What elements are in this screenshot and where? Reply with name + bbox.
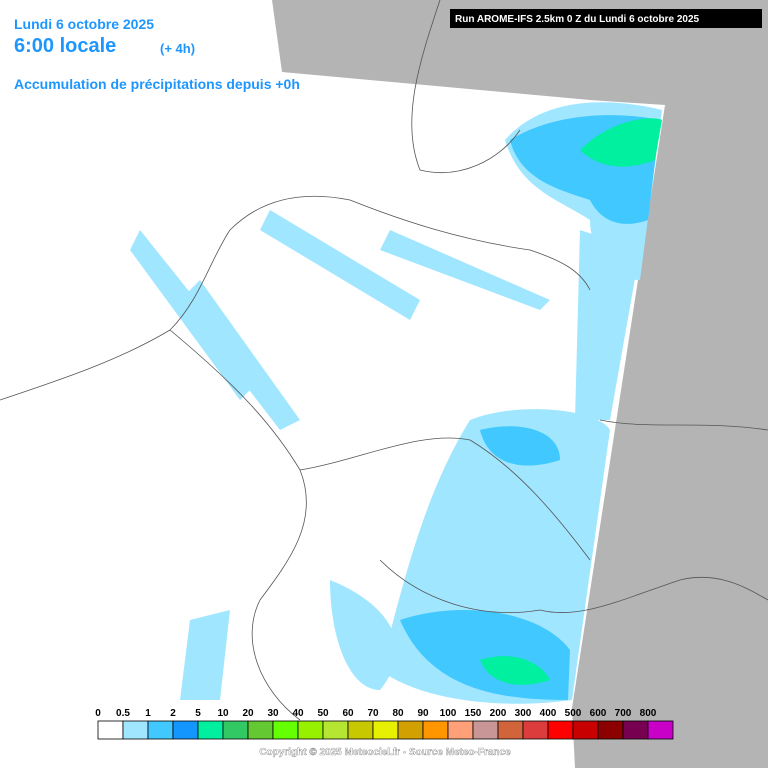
- legend-swatch: [472, 720, 499, 740]
- legend-swatch: [372, 720, 399, 740]
- legend-label: 20: [242, 708, 254, 719]
- precip-band: [260, 210, 420, 320]
- date: Lundi 6 octobre 2025: [14, 16, 154, 32]
- border-line: [599, 419, 768, 431]
- legend-label: 80: [392, 708, 404, 719]
- precip-area: [180, 610, 230, 700]
- legend-swatch: [222, 720, 249, 740]
- legend-label: 0.5: [116, 708, 130, 719]
- legend-swatch: [322, 720, 349, 740]
- legend-swatch: [572, 720, 599, 740]
- legend-label: 500: [565, 708, 582, 719]
- legend: 0 0.5 1 2 5 10 20 30 40 50 60 70 80 90 100 150 200 300 400…: [95, 708, 674, 740]
- legend-swatch: [147, 720, 174, 740]
- legend-label: 2: [170, 708, 176, 719]
- legend-label: 400: [540, 708, 557, 719]
- legend-swatch: [647, 720, 674, 740]
- legend-label: 600: [590, 708, 607, 719]
- legend-label: 50: [317, 708, 329, 719]
- precip-band: [180, 280, 300, 430]
- precip-area: [580, 118, 662, 167]
- precip-area: [575, 230, 640, 420]
- border-line: [0, 195, 591, 401]
- borders: [0, 0, 768, 721]
- legend-swatch: [272, 720, 299, 740]
- legend-swatch: [497, 720, 524, 740]
- border-line: [299, 437, 591, 561]
- legend-label: 1: [145, 708, 151, 719]
- precip-area: [330, 580, 397, 690]
- legend-label: 5: [195, 708, 201, 719]
- subtitle: Accumulation de précipitations depuis +0…: [14, 76, 300, 92]
- legend-swatch: [422, 720, 449, 740]
- legend-swatch: [247, 720, 274, 740]
- legend-label: 800: [640, 708, 657, 719]
- legend-label: 30: [267, 708, 279, 719]
- legend-swatch: [547, 720, 574, 740]
- legend-label: 150: [465, 708, 482, 719]
- legend-label: 300: [515, 708, 532, 719]
- legend-label: 90: [417, 708, 429, 719]
- precipitation: [480, 118, 662, 685]
- precip-band: [380, 230, 550, 310]
- border-line: [169, 329, 307, 721]
- time: 6:00 locale: [14, 35, 116, 57]
- legend-swatch: [122, 720, 149, 740]
- legend-swatch: [197, 720, 224, 740]
- offset: (+ 4h): [160, 41, 195, 56]
- border-line: [411, 0, 521, 173]
- legend-swatch: [622, 720, 649, 740]
- legend-label: 0: [95, 708, 101, 719]
- legend-swatch: [97, 720, 124, 740]
- legend-swatch: [172, 720, 199, 740]
- precip-area: [480, 656, 550, 685]
- legend-swatch: [522, 720, 549, 740]
- legend-label: 70: [367, 708, 379, 719]
- legend-swatch: [597, 720, 624, 740]
- legend-label: 60: [342, 708, 354, 719]
- legend-label: 200: [490, 708, 507, 719]
- legend-swatch: [397, 720, 424, 740]
- legend-swatch: [297, 720, 324, 740]
- legend-label: 40: [292, 708, 304, 719]
- legend-swatch: [447, 720, 474, 740]
- legend-swatch: [347, 720, 374, 740]
- copyright: Copyright © 2025 Meteociel.fr - Source M…: [259, 747, 511, 758]
- legend-label: 10: [217, 708, 229, 719]
- legend-label: 700: [615, 708, 632, 719]
- border-line: [379, 559, 768, 613]
- precip-area: [480, 426, 560, 466]
- run-info: Run AROME-IFS 2.5km 0 Z du Lundi 6 octob…: [455, 14, 700, 25]
- run-box: [450, 9, 762, 28]
- legend-label: 100: [440, 708, 457, 719]
